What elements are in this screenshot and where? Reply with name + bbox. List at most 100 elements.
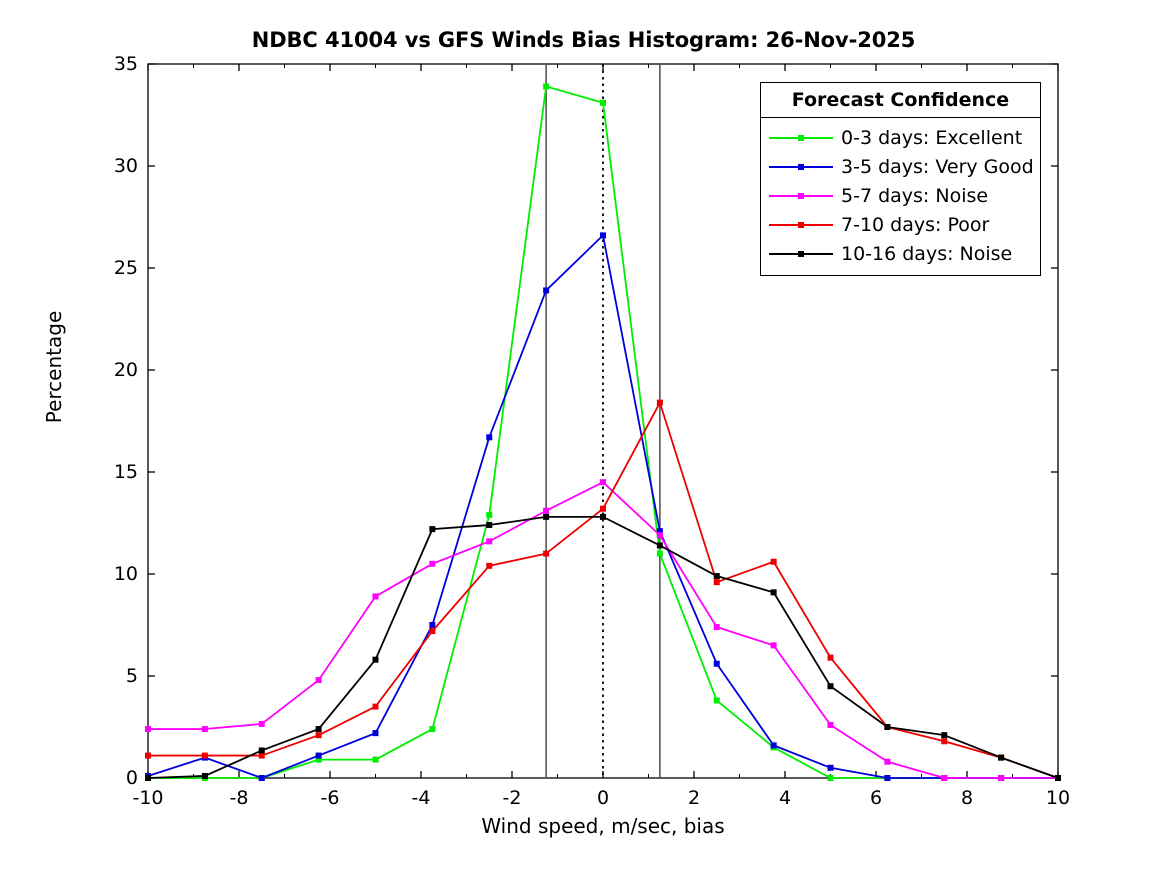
data-point: [372, 656, 379, 663]
data-point: [429, 726, 436, 733]
x-axis-label: Wind speed, m/sec, bias: [481, 814, 725, 838]
data-point: [827, 654, 834, 661]
data-point: [941, 732, 948, 739]
data-point: [543, 83, 550, 90]
legend-marker-icon: [798, 163, 804, 170]
data-point: [713, 697, 720, 704]
data-point: [827, 721, 834, 728]
data-point: [713, 579, 720, 586]
data-point: [258, 720, 265, 727]
data-point: [884, 724, 891, 730]
data-point: [770, 589, 777, 596]
data-point: [543, 507, 550, 514]
data-point: [201, 726, 208, 733]
data-point: [372, 593, 379, 600]
data-point: [486, 511, 493, 518]
data-point: [713, 660, 720, 667]
legend-item-4[interactable]: 10-16 days: Noise: [761, 239, 1040, 268]
series-3: [145, 399, 1061, 781]
data-point: [827, 775, 834, 781]
data-point: [372, 730, 379, 737]
data-point: [543, 550, 550, 557]
y-tick-label: 35: [113, 53, 138, 75]
data-point: [201, 752, 208, 759]
legend-item-label: 5-7 days: Noise: [841, 184, 989, 207]
legend-item-label: 3-5 days: Very Good: [841, 155, 1034, 178]
legend-title: Forecast Confidence: [761, 83, 1040, 118]
legend-swatch-icon: [769, 218, 833, 232]
y-tick-label: 10: [113, 563, 138, 585]
legend-swatch-icon: [769, 247, 833, 261]
legend-item-label: 0-3 days: Excellent: [841, 126, 1023, 149]
data-point: [486, 562, 493, 569]
data-point: [145, 775, 151, 781]
data-point: [429, 526, 436, 533]
legend-swatch-icon: [769, 189, 833, 203]
legend-marker-icon: [798, 250, 804, 257]
data-point: [770, 642, 777, 649]
y-axis-label: Percentage: [42, 310, 66, 424]
legend-item-0[interactable]: 0-3 days: Excellent: [761, 123, 1040, 152]
data-point: [770, 742, 777, 749]
page-title: NDBC 41004 vs GFS Winds Bias Histogram: …: [251, 28, 916, 52]
legend-item-label: 10-16 days: Noise: [841, 242, 1013, 265]
data-point: [770, 558, 777, 565]
y-tick-label: 25: [113, 257, 138, 279]
x-tick-label: 4: [778, 787, 792, 809]
data-point: [600, 479, 606, 486]
x-tick-label: 8: [960, 787, 974, 809]
data-point: [600, 513, 606, 520]
data-point: [429, 560, 436, 567]
data-point: [600, 99, 606, 106]
data-point: [998, 775, 1005, 781]
data-point: [145, 752, 151, 759]
legend-marker-icon: [798, 134, 804, 141]
data-point: [429, 628, 436, 635]
data-point: [258, 747, 265, 754]
data-point: [600, 232, 606, 239]
data-point: [315, 732, 322, 739]
data-point: [486, 538, 493, 545]
data-point: [656, 399, 663, 406]
data-point: [713, 624, 720, 631]
x-tick-label: 0: [596, 787, 610, 809]
legend-swatch-icon: [769, 131, 833, 145]
data-point: [1055, 775, 1061, 781]
data-point: [543, 513, 550, 520]
data-point: [941, 775, 948, 781]
series-line: [147, 515, 1059, 779]
data-point: [884, 775, 891, 781]
data-point: [372, 703, 379, 710]
x-tick-label: 2: [687, 787, 701, 809]
series-2: [145, 479, 1061, 781]
y-tick-label: 20: [113, 359, 138, 381]
legend-swatch-icon: [769, 160, 833, 174]
x-tick-label: -10: [132, 787, 164, 809]
data-point: [315, 726, 322, 733]
legend-item-2[interactable]: 5-7 days: Noise: [761, 181, 1040, 210]
data-point: [884, 758, 891, 765]
data-point: [315, 677, 322, 684]
x-tick-label: -6: [320, 787, 340, 809]
legend-item-1[interactable]: 3-5 days: Very Good: [761, 152, 1040, 181]
data-point: [258, 775, 265, 781]
data-point: [315, 752, 322, 759]
data-point: [656, 550, 663, 557]
data-point: [941, 738, 948, 745]
data-point: [201, 772, 208, 779]
x-tick-label: -8: [229, 787, 249, 809]
x-tick-label: 6: [869, 787, 883, 809]
x-tick-label: -4: [411, 787, 431, 809]
series-4: [145, 513, 1061, 781]
legend-item-3[interactable]: 7-10 days: Poor: [761, 210, 1040, 239]
data-point: [429, 622, 436, 628]
data-point: [145, 726, 151, 733]
x-tick-label: 10: [1045, 787, 1071, 809]
data-point: [998, 754, 1005, 761]
legend: Forecast Confidence 0-3 days: Excellent 3…: [760, 82, 1041, 276]
data-point: [486, 522, 493, 529]
y-tick-label: 15: [113, 461, 138, 483]
y-tick-label: 30: [113, 155, 138, 177]
